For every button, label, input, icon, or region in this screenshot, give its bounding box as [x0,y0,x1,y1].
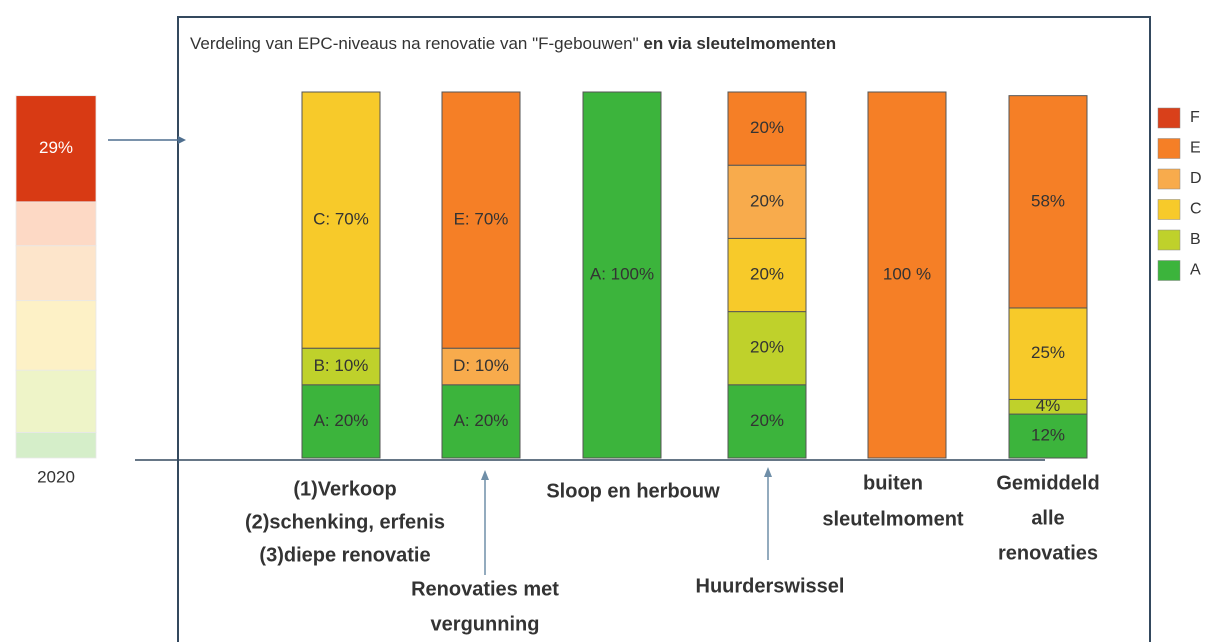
x-tick-label: (1)Verkoop [293,478,396,500]
x-tick-label: (3)diepe renovatie [259,544,430,566]
value-label: 20% [750,118,784,137]
legend-label: C [1190,201,1202,218]
value-label: 20% [750,338,784,357]
bar-segment [727,384,807,459]
legend-label: E [1190,140,1201,157]
x-tick-label: Sloop en herbouw [546,480,720,502]
legend-swatch [1157,199,1181,220]
bar-segment [15,300,97,371]
value-label: 4% [1036,396,1061,415]
bar-segment [582,91,662,459]
value-label: 25% [1031,343,1065,362]
x-tick-label: Huurderswissel [696,575,845,597]
bar-segment [1008,413,1088,459]
bar-segment [727,164,807,239]
legend-swatch [1157,138,1181,159]
value-label: 20% [750,411,784,430]
value-label: 20% [750,264,784,283]
x-tick-label: Gemiddeld [996,472,1099,494]
chart-title: Verdeling van EPC-niveaus na renovatie v… [190,34,836,53]
value-label: E: 70% [454,210,509,229]
value-label: 12% [1031,426,1065,445]
value-label: A: 20% [314,411,369,430]
x-tick-label: (2)schenking, erfenis [245,511,445,533]
value-label: A: 20% [454,411,509,430]
legend-swatch [1157,260,1181,281]
bar-segment [727,91,807,166]
value-label: C: 70% [313,210,369,229]
value-label: 58% [1031,191,1065,210]
bar-segment [727,311,807,386]
legend-swatch [1157,107,1181,129]
arrow-head [178,136,186,144]
legend-label: F [1190,109,1200,126]
legend-swatch [1157,168,1181,190]
arrow-head [764,467,772,477]
legend-label: B [1190,231,1201,248]
panel-frame [177,16,1151,642]
value-label: D: 10% [453,356,509,375]
legend-swatch [1157,229,1181,251]
x-tick-label: alle [1031,507,1064,529]
title-emphasis: en via sleutelmomenten [643,34,836,53]
value-label: A: 100% [590,264,654,283]
arrow-head [481,470,489,480]
x-tick-label: 2020 [37,467,75,486]
title-text: Verdeling van EPC-niveaus na renovatie v… [190,34,639,53]
x-tick-label: Renovaties met [411,578,559,600]
bar-segment [15,431,97,459]
x-tick-label: buiten [863,472,923,494]
x-tick-label: vergunning [431,613,540,635]
bar-segment [1008,95,1088,309]
legend-label: A [1190,262,1201,279]
bar-segment [301,384,381,459]
x-tick-label: sleutelmoment [822,508,963,530]
value-label: 29% [39,138,73,157]
value-label: 20% [750,191,784,210]
bar-segment [441,91,521,349]
value-label: 100 % [883,264,931,283]
bar-segment [301,347,381,386]
bar-segment [867,91,947,459]
value-label: B: 10% [314,356,369,375]
bar-segment [301,91,381,349]
bar-segment [15,201,97,247]
x-tick-label: renovaties [998,542,1098,564]
bar-segment [15,95,97,203]
bar-segment [1008,307,1088,400]
bar-segment [15,245,97,302]
bar-segment [727,237,807,313]
bar-segment [15,369,97,433]
legend-label: D [1190,170,1202,187]
